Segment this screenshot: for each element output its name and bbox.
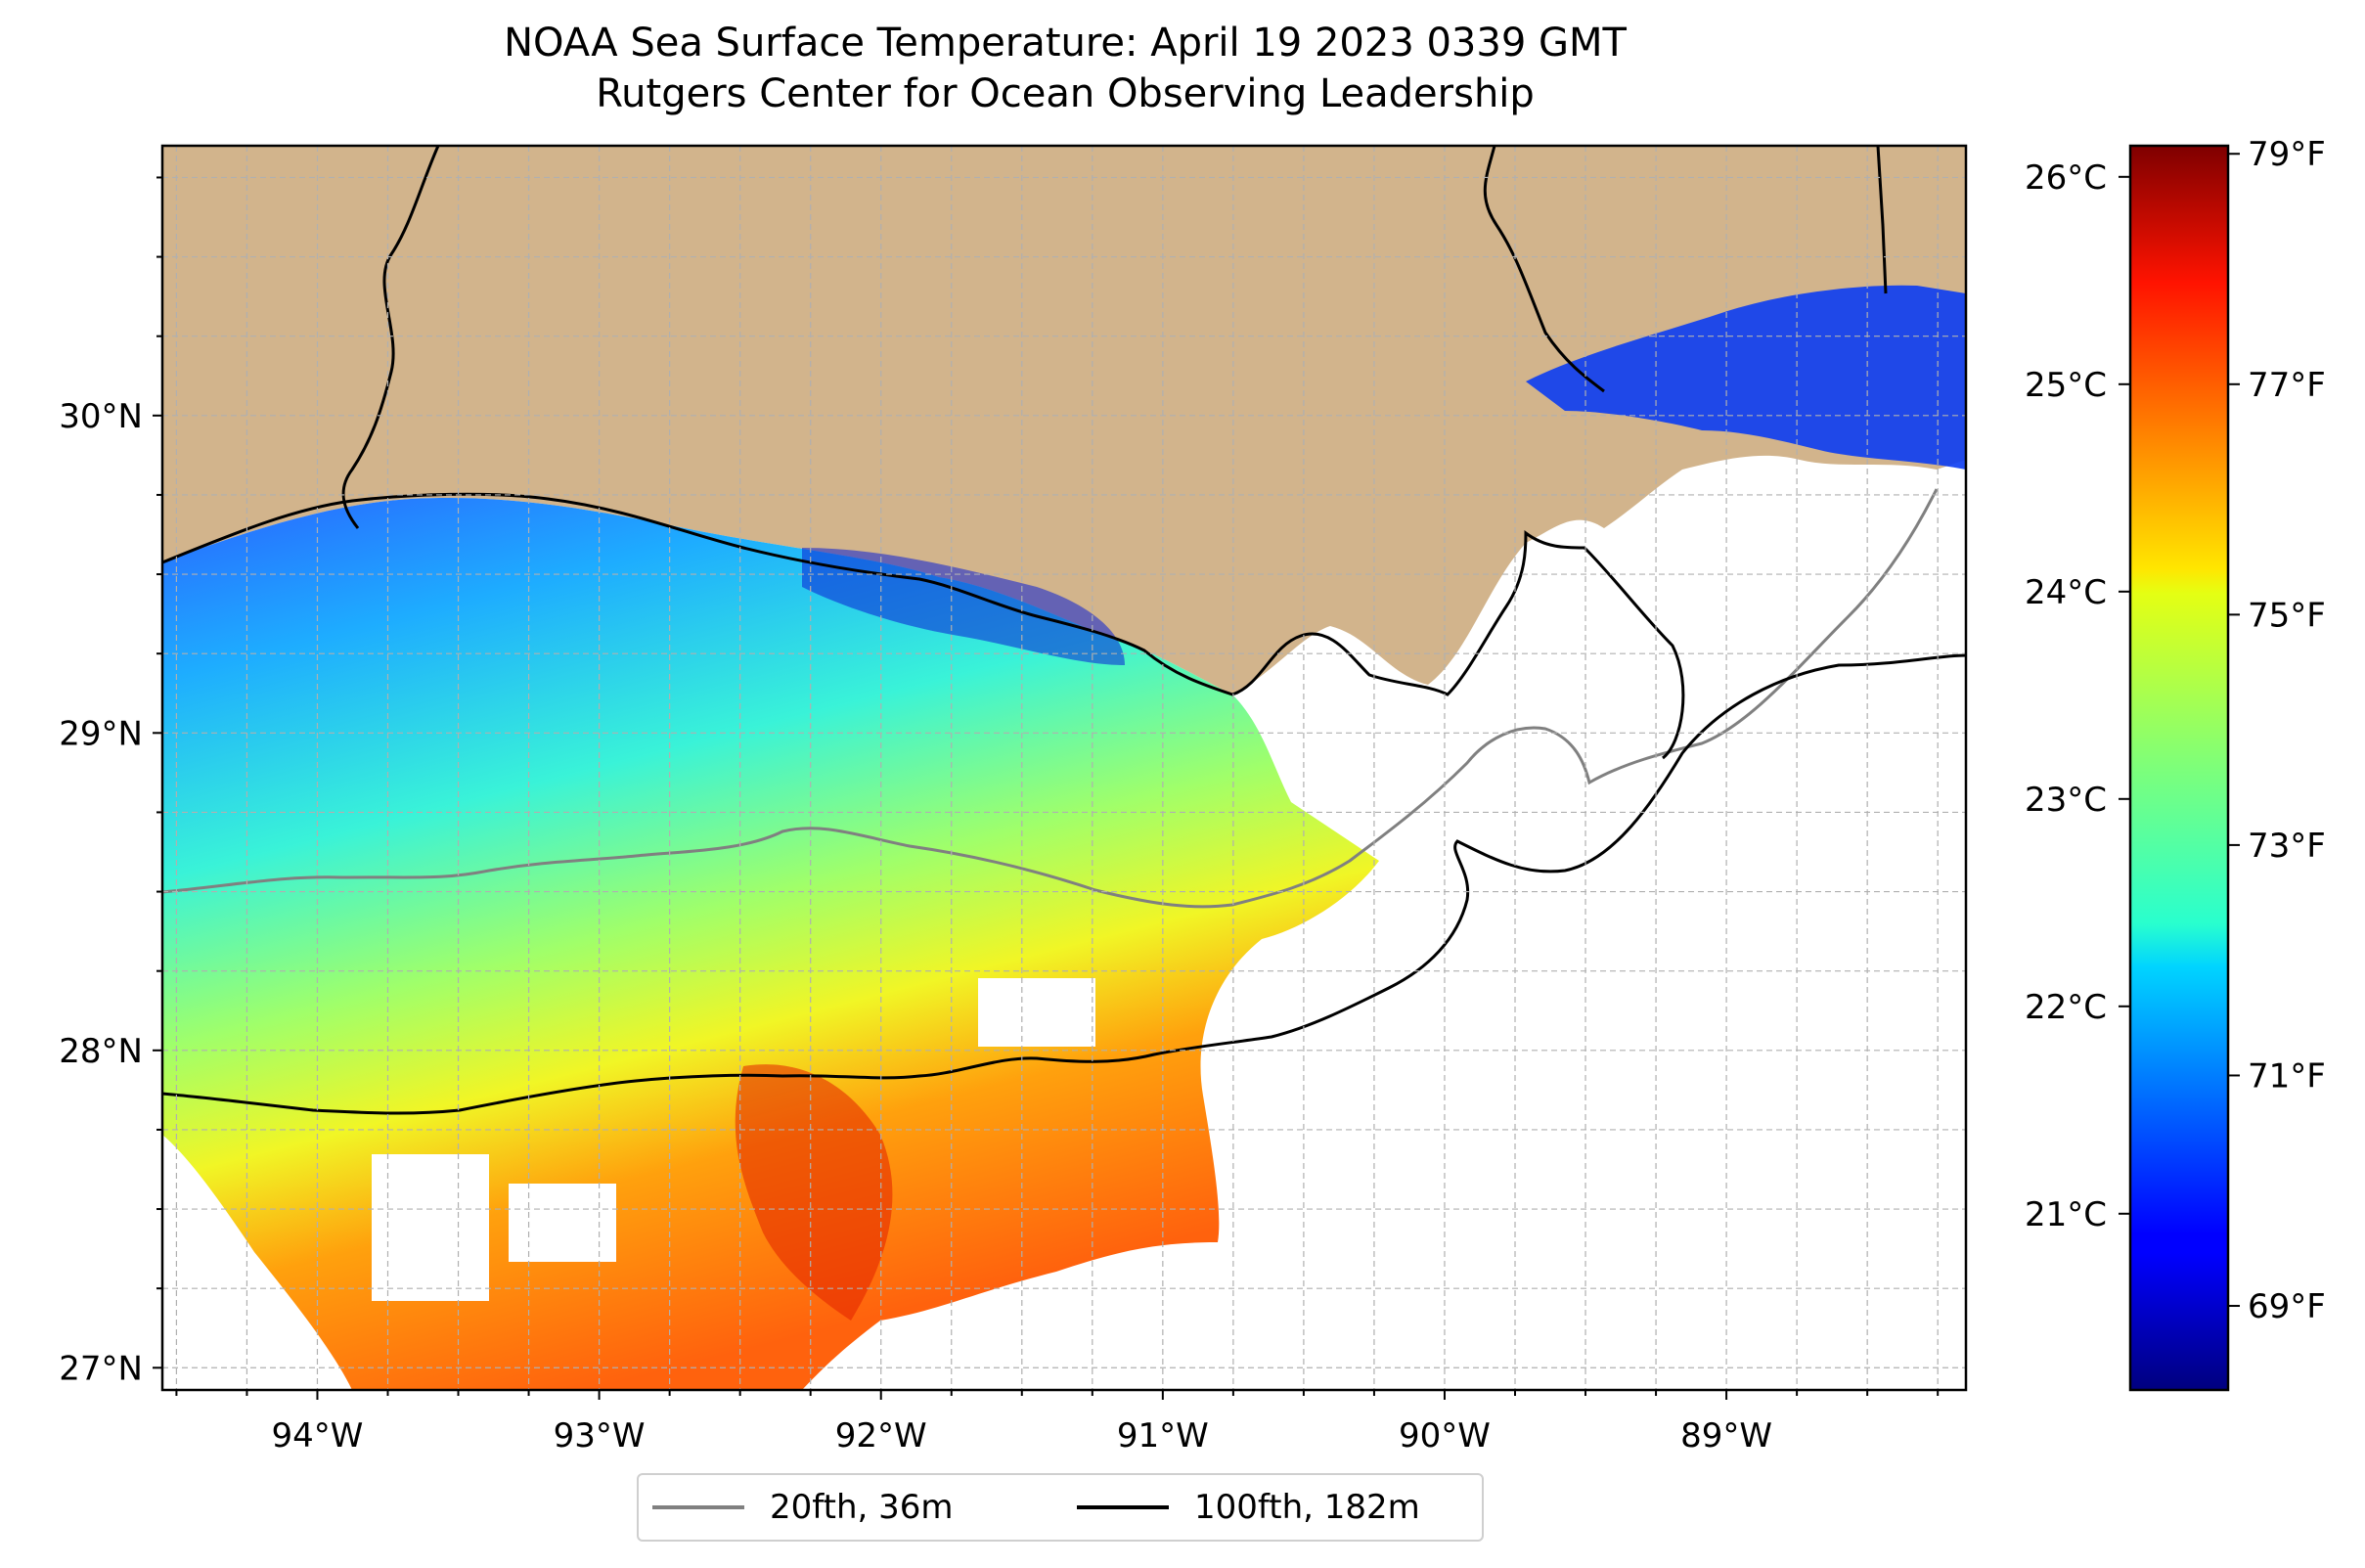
lat-tick-label: 29°N (59, 714, 143, 753)
lon-tick-label: 91°W (1117, 1416, 1209, 1456)
plot-frame (160, 144, 1968, 1392)
contour-100fth (162, 653, 1966, 1115)
contour-20fth (162, 488, 1939, 909)
fahrenheit-tick-label: 79°F (2248, 135, 2326, 174)
legend-swatch-20fth (652, 1505, 744, 1509)
state-border (1483, 146, 1605, 393)
sst-east-patch (1526, 285, 1966, 470)
sst-cold-coastal (802, 548, 1125, 665)
fahrenheit-tick-label: 71°F (2248, 1056, 2326, 1096)
fahrenheit-tick-label: 69°F (2248, 1287, 2326, 1326)
lon-tick-label: 89°W (1680, 1416, 1772, 1456)
legend-label-20fth: 20fth, 36m (770, 1488, 954, 1527)
graticule (162, 146, 1966, 1390)
celsius-tick-label: 21°C (2025, 1195, 2107, 1234)
lat-tick-label: 28°N (59, 1032, 143, 1071)
cloud-gap (509, 1184, 616, 1262)
celsius-tick-label: 25°C (2025, 366, 2107, 405)
fahrenheit-tick-label: 73°F (2248, 827, 2326, 866)
lon-tick-label: 92°W (835, 1416, 927, 1456)
fahrenheit-tick-label: 77°F (2248, 366, 2326, 405)
title-line-2: Rutgers Center for Ocean Observing Leade… (596, 71, 1535, 116)
coastline (162, 492, 1685, 760)
fahrenheit-tick-label: 75°F (2248, 596, 2326, 635)
title-line-1: NOAA Sea Surface Temperature: April 19 2… (504, 21, 1627, 66)
celsius-tick-label: 26°C (2025, 158, 2107, 198)
legend-label-100fth: 100fth, 182m (1194, 1488, 1420, 1527)
lat-tick-label: 30°N (59, 397, 143, 436)
lon-tick-label: 93°W (554, 1416, 646, 1456)
sst-warm-core (735, 1064, 893, 1321)
legend-item-20fth: 20fth, 36m (652, 1475, 954, 1540)
legend-swatch-100fth (1077, 1505, 1169, 1509)
colorbar-ticks: 21°C 22°C 23°C 24°C 25°C 26°C 69°F 71°F 73°F 75°F… (2025, 135, 2326, 1326)
state-border-east (1876, 146, 1888, 294)
cloud-gap (372, 1154, 489, 1301)
lat-tick-label: 27°N (59, 1349, 143, 1388)
celsius-tick-label: 22°C (2025, 988, 2107, 1027)
contour-legend: 20fth, 36m 100fth, 182m (637, 1473, 1484, 1542)
map-title: NOAA Sea Surface Temperature: April 19 2… (0, 18, 2130, 119)
cloud-gap (978, 978, 1095, 1047)
colorbar (2128, 144, 2230, 1392)
lon-tick-label: 90°W (1399, 1416, 1491, 1456)
axis-labels: 94°W 93°W 92°W 91°W 90°W 89°W 27°N 28°N 29°N 30°N (59, 176, 1940, 1456)
celsius-tick-label: 24°C (2025, 573, 2107, 612)
legend-item-100fth: 100fth, 182m (1077, 1475, 1420, 1540)
river (341, 146, 440, 529)
lon-tick-label: 94°W (272, 1416, 364, 1456)
celsius-tick-label: 23°C (2025, 781, 2107, 820)
